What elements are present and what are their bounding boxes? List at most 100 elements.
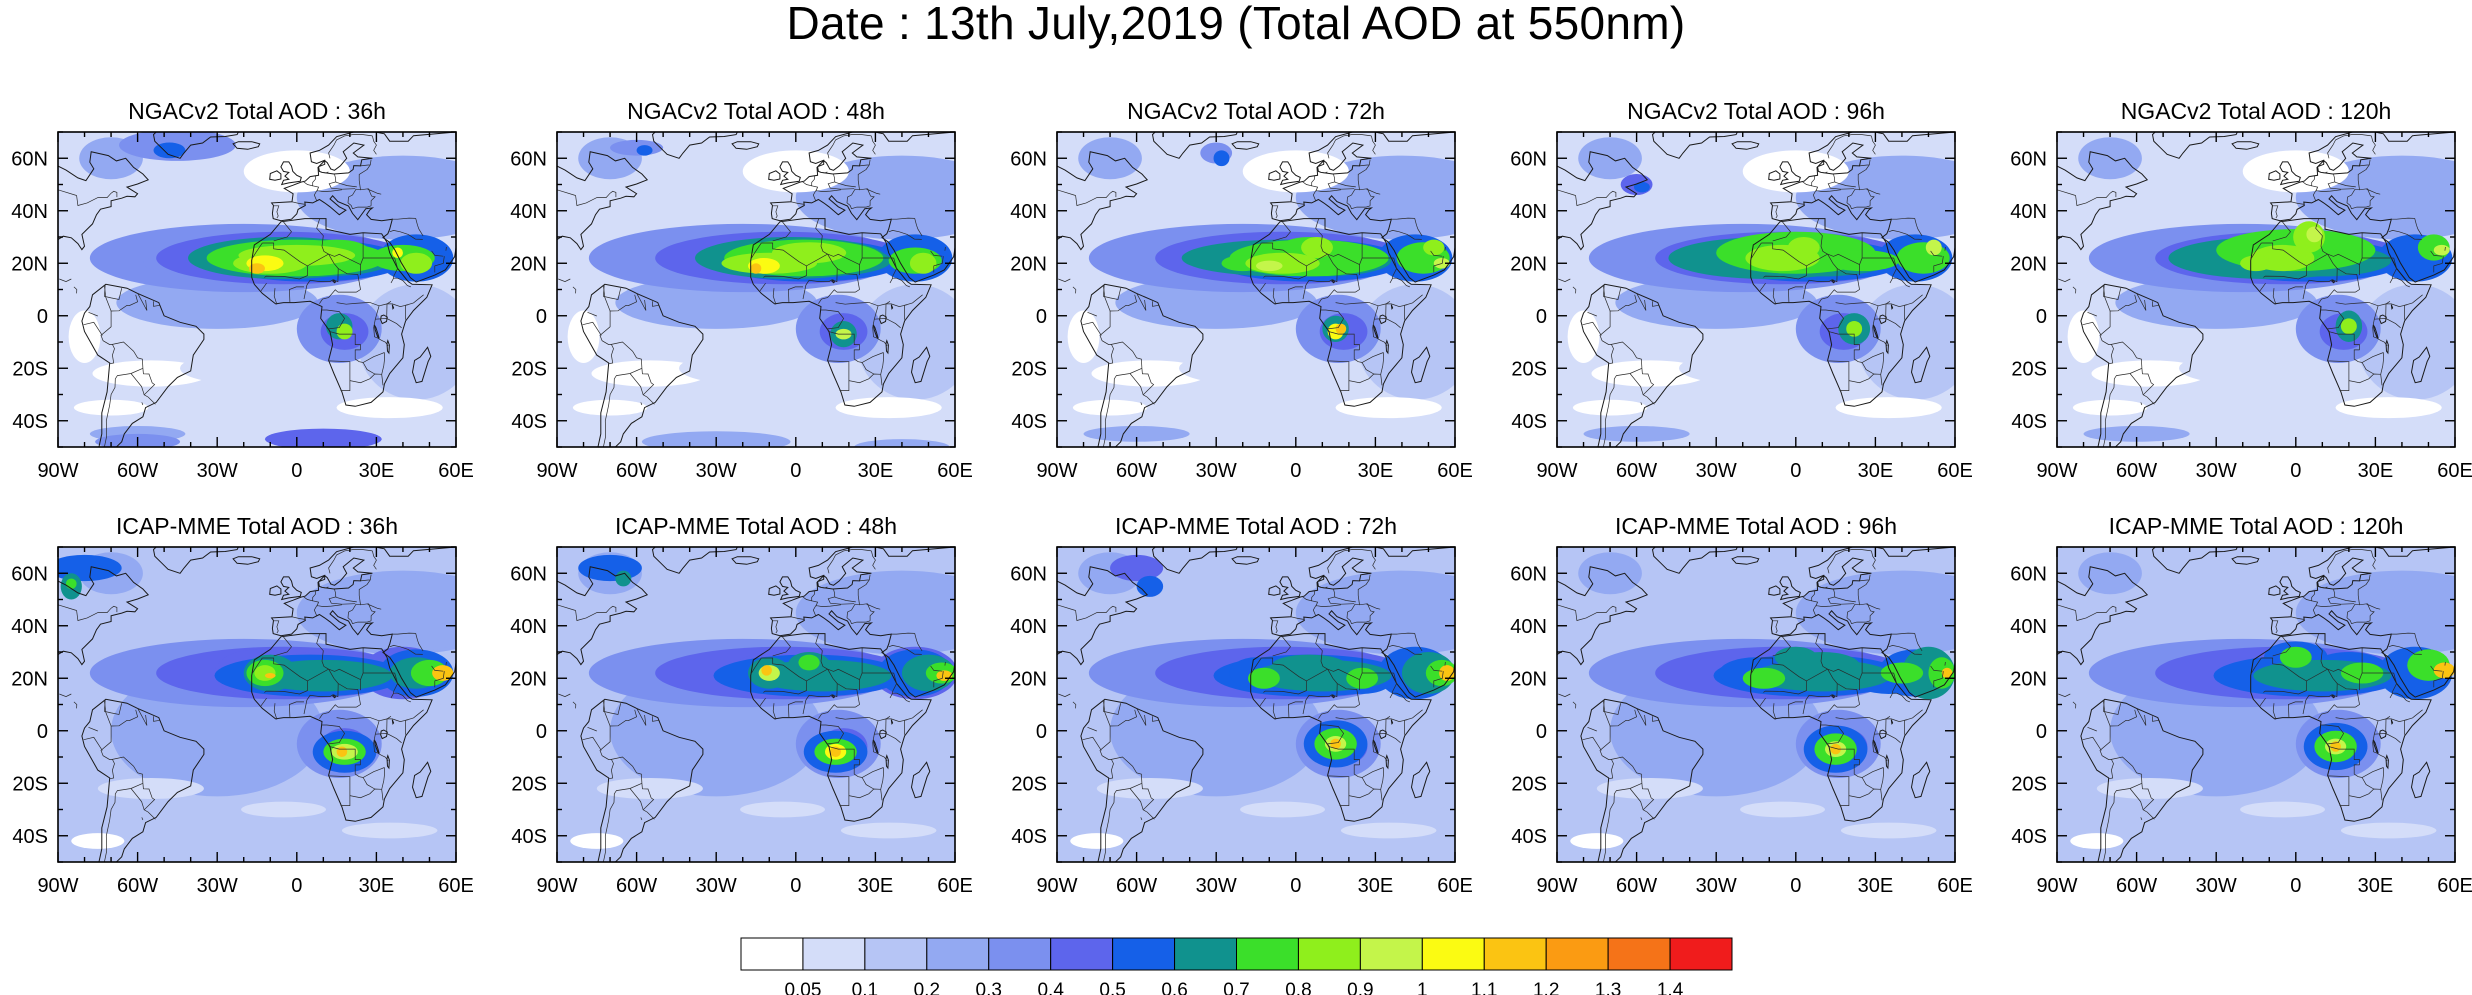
- country-border: [328, 775, 351, 806]
- country-border: [2414, 218, 2423, 237]
- country-border: [1827, 134, 1852, 159]
- coastline: [2269, 547, 2455, 698]
- country-border: [2337, 268, 2360, 293]
- country-border: [1558, 278, 1571, 282]
- country-border: [303, 284, 308, 300]
- country-border: [1374, 733, 1401, 744]
- country-border: [1057, 604, 1076, 611]
- country-border: [558, 693, 571, 697]
- country-border: [1327, 743, 1360, 765]
- lake-outline: [2379, 314, 2387, 325]
- country-border: [1846, 603, 1871, 625]
- clean-air-region: [1835, 397, 1942, 419]
- lake-outline: [890, 304, 894, 310]
- country-border: [104, 782, 144, 862]
- country-border: [820, 171, 828, 174]
- clean-air-region: [2091, 360, 2209, 387]
- country-border: [2372, 720, 2379, 754]
- coastline: [1731, 141, 1760, 150]
- country-border: [260, 697, 267, 707]
- country-border: [889, 278, 893, 284]
- aod-field: [1557, 132, 1955, 447]
- country-border: [2087, 311, 2097, 317]
- country-border: [1815, 218, 1828, 255]
- lat-tick-label: 40S: [1511, 411, 1547, 433]
- aod-contour: [1213, 150, 1230, 167]
- country-border: [853, 349, 884, 363]
- country-border: [2391, 632, 2415, 635]
- clean-air-region: [1096, 778, 1203, 799]
- country-border: [1320, 586, 1328, 589]
- country-border: [603, 367, 643, 447]
- aod-contour: [1846, 321, 1863, 337]
- country-border: [2366, 188, 2381, 195]
- coastline: [651, 547, 738, 574]
- coastline: [1651, 132, 1738, 159]
- lon-tick-label: 30E: [858, 875, 894, 897]
- country-border: [759, 697, 766, 707]
- coastline: [1410, 761, 1431, 799]
- lake-outline: [885, 754, 889, 770]
- country-border: [1357, 579, 1370, 605]
- coastline: [1231, 556, 1260, 565]
- aod-contour: [1925, 239, 1942, 256]
- coastline: [1231, 141, 1260, 150]
- country-border: [2103, 700, 2138, 727]
- country-border: [1346, 603, 1371, 625]
- clean-air-region: [341, 822, 438, 839]
- country-border: [1272, 636, 1291, 657]
- country-border: [1337, 683, 1360, 708]
- country-border: [1315, 633, 1328, 670]
- lon-tick-label: 60W: [616, 875, 657, 897]
- lat-tick-label: 60N: [1010, 148, 1047, 170]
- country-border: [2103, 285, 2138, 312]
- country-border: [2302, 175, 2315, 187]
- map-panel: NGACv2 Total AOD : 72h 90W 60W 30W 0 30E 60E 60…: [1010, 98, 1473, 482]
- country-border: [1380, 789, 1383, 801]
- country-border: [1827, 775, 1850, 806]
- lon-tick-label: 60E: [937, 460, 973, 482]
- country-border: [322, 309, 346, 330]
- lake-outline: [879, 729, 887, 740]
- coastlines: [2057, 547, 2455, 862]
- country-border: [1892, 691, 1911, 703]
- coastline: [580, 698, 704, 862]
- country-border: [1827, 549, 1852, 574]
- country-border: [1827, 596, 1856, 605]
- country-border: [1348, 373, 1381, 384]
- country-border: [334, 589, 337, 597]
- country-border: [944, 246, 946, 251]
- panel-title: ICAP-MME Total AOD : 72h: [1115, 513, 1397, 539]
- country-border: [1772, 620, 1779, 634]
- lon-tick-label: 30W: [1696, 875, 1737, 897]
- coastline: [2279, 161, 2301, 186]
- country-border: [390, 278, 394, 284]
- country-border: [360, 574, 372, 582]
- country-border: [827, 181, 856, 190]
- country-border: [1371, 550, 1376, 570]
- country-border: [100, 311, 115, 365]
- country-border: [611, 756, 643, 784]
- country-border: [603, 699, 622, 715]
- lat-tick-label: 0: [1036, 306, 1047, 328]
- country-border: [1376, 337, 1388, 347]
- country-border: [815, 633, 828, 670]
- country-border: [1359, 159, 1371, 167]
- country-border: [1333, 174, 1336, 182]
- country-border: [868, 716, 891, 722]
- country-border: [828, 583, 834, 586]
- country-border: [1103, 367, 1143, 447]
- country-border: [347, 188, 372, 210]
- coastline: [1269, 547, 1455, 698]
- country-border: [1259, 282, 1266, 292]
- country-border: [805, 253, 838, 286]
- lat-tick-label: 20S: [2011, 358, 2047, 380]
- lat-tick-label: 20N: [2010, 668, 2047, 690]
- country-border: [1259, 697, 1266, 707]
- country-border: [1288, 286, 1303, 303]
- country-border: [83, 736, 103, 751]
- country-border: [1263, 680, 1307, 695]
- country-border: [827, 775, 850, 806]
- country-border: [1430, 250, 1443, 257]
- panel-title: ICAP-MME Total AOD : 120h: [2109, 513, 2404, 539]
